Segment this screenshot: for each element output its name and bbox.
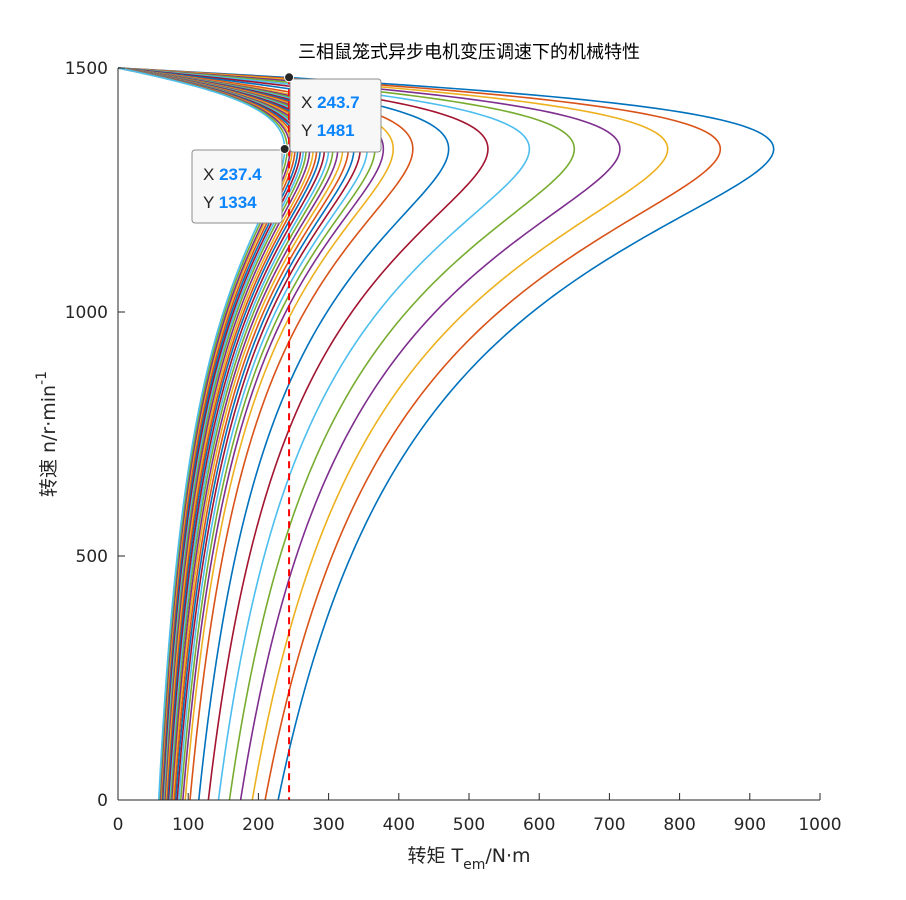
datatip-marker[interactable] — [279, 144, 290, 155]
y-tick-label: 0 — [97, 791, 108, 811]
x-axis-title-tail: /N·m — [485, 845, 530, 867]
datatip-1-y-row: Y 1481 — [301, 121, 355, 140]
x-tick-label: 0 — [113, 815, 124, 835]
datatip-markers — [279, 72, 295, 155]
x-tick-label: 600 — [523, 815, 555, 835]
x-axis-title: 转矩 Tem/N·m — [407, 845, 530, 873]
x-tick-label: 800 — [663, 815, 695, 835]
y-tick-label: 1000 — [65, 303, 108, 323]
x-tick-label: 200 — [242, 815, 274, 835]
datatip-2-box — [191, 149, 283, 224]
x-tick-label: 500 — [453, 815, 485, 835]
torque-speed-curve — [117, 67, 307, 801]
torque-speed-curve — [117, 67, 291, 801]
y-tick-label: 1500 — [65, 59, 108, 79]
datatip-2-y-value: 1334 — [219, 193, 257, 212]
torque-speed-curve — [117, 67, 296, 801]
torque-speed-curve — [117, 67, 321, 801]
datatip-2-x-label: X — [203, 165, 214, 184]
datatip-1-box — [289, 78, 382, 153]
datatip-1[interactable]: X 243.7 Y 1481 — [289, 78, 382, 153]
x-axis-title-sub: em — [463, 857, 485, 873]
datatip-1-x-label: X — [301, 93, 312, 112]
y-axis-title: 转速 n/r·min-1 — [34, 371, 60, 497]
x-tick-label: 700 — [593, 815, 625, 835]
x-tick-label: 400 — [383, 815, 415, 835]
torque-speed-curve — [117, 67, 299, 801]
y-axis-title-sup: -1 — [34, 371, 50, 385]
datatip-1-y-label: Y — [301, 121, 312, 140]
datatip-1-x-row: X 243.7 — [301, 93, 360, 112]
torque-speed-curve — [117, 67, 286, 801]
chart-title: 三相鼠笼式异步电机变压调速下的机械特性 — [298, 42, 640, 63]
torque-speed-curve — [117, 67, 722, 801]
datatip-2-y-label: Y — [203, 193, 214, 212]
datatip-2[interactable]: X 237.4 Y 1334 — [191, 149, 283, 224]
torque-speed-curve — [117, 67, 489, 801]
torque-speed-curve — [117, 67, 311, 801]
torque-speed-curve — [117, 67, 775, 801]
y-axis-title-main: 转速 n/r·min — [38, 385, 60, 497]
datatip-1-y-value: 1481 — [317, 121, 355, 140]
torque-speed-curve — [117, 67, 314, 801]
y-tick-label: 500 — [76, 547, 108, 567]
torque-speed-curve — [117, 67, 669, 801]
torque-speed-curve — [117, 67, 288, 801]
torque-speed-curve — [117, 67, 576, 801]
torque-speed-curve — [117, 67, 305, 801]
x-tick-label: 100 — [172, 815, 204, 835]
datatip-2-y-row: Y 1334 — [203, 193, 257, 212]
y-ticks: 0 500 1000 1500 — [65, 59, 125, 811]
x-tick-label: 300 — [312, 815, 344, 835]
torque-speed-curve — [117, 67, 318, 801]
datatip-2-x-value: 237.4 — [219, 165, 262, 184]
datatip-1-x-value: 243.7 — [317, 93, 360, 112]
datatip-2-x-row: X 237.4 — [203, 165, 262, 184]
x-tick-label: 900 — [734, 815, 766, 835]
x-tick-label: 1000 — [798, 815, 841, 835]
torque-speed-curve — [117, 67, 531, 801]
x-axis-title-main: 转矩 T — [407, 845, 463, 867]
x-ticks: 0 100 200 300 400 500 600 700 800 900 1000 — [113, 793, 842, 835]
torque-speed-curve — [117, 67, 621, 801]
torque-speed-curve — [117, 67, 302, 801]
torque-speed-curve — [117, 67, 450, 801]
datatip-marker[interactable] — [284, 72, 295, 83]
